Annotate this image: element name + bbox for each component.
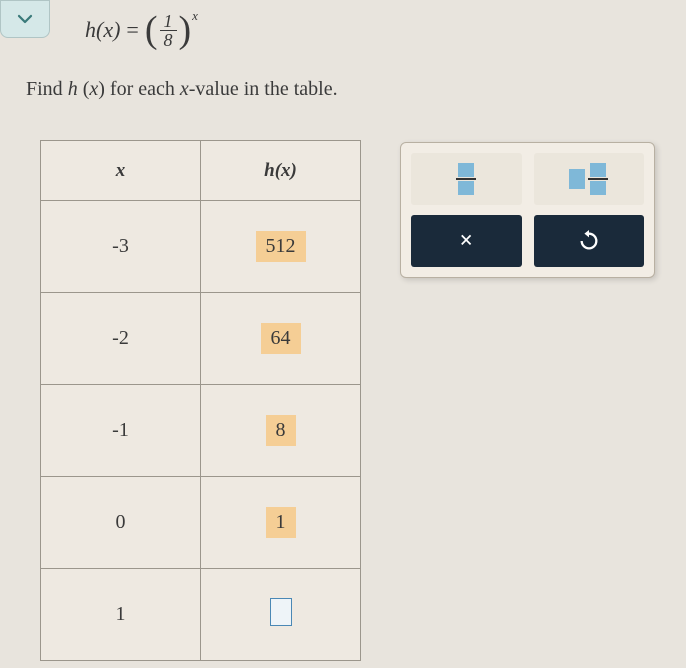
x-value-cell: -2 xyxy=(41,293,201,385)
x-value-cell: 0 xyxy=(41,477,201,569)
close-icon: × xyxy=(459,228,473,255)
x-value-cell: -1 xyxy=(41,385,201,477)
table-row: 01 xyxy=(41,477,361,569)
hx-value-cell[interactable]: 512 xyxy=(201,201,361,293)
hx-value-cell[interactable] xyxy=(201,569,361,661)
fraction-denominator: 8 xyxy=(160,31,177,49)
table-row: -3 512 xyxy=(41,201,361,293)
big-paren-right: ) xyxy=(179,8,192,52)
tool-row-actions: × xyxy=(411,215,644,267)
hx-value-cell[interactable]: 1 xyxy=(201,477,361,569)
filled-answer[interactable]: 1 xyxy=(266,507,296,538)
instruction-mid: for each xyxy=(105,78,180,100)
table-header-hx: h(x) xyxy=(201,141,361,201)
tool-panel: × xyxy=(400,142,655,278)
header-var: x xyxy=(281,160,291,181)
fraction-tool-button[interactable] xyxy=(411,153,522,205)
mixed-number-tool-button[interactable] xyxy=(534,153,645,205)
fraction: 1 8 xyxy=(160,12,177,49)
header-paren2: ) xyxy=(291,160,297,181)
instruction-suffix: -value in the table. xyxy=(189,78,338,100)
mixed-number-icon xyxy=(569,162,608,196)
fraction-numerator: 1 xyxy=(160,12,177,31)
table-row: -2 64 xyxy=(41,293,361,385)
tool-row-fractions xyxy=(411,153,644,205)
values-table: x h(x) -3512-264-18011 xyxy=(40,140,361,661)
formula-var: x xyxy=(103,17,113,43)
table-row: 1 xyxy=(41,569,361,661)
answer-input-box[interactable] xyxy=(270,598,292,626)
equals-sign: = xyxy=(126,17,138,43)
instruction-paren: ( xyxy=(78,78,90,100)
hx-value-cell[interactable]: 8 xyxy=(201,385,361,477)
reset-icon xyxy=(578,230,600,252)
instruction-var: x xyxy=(89,78,98,100)
filled-answer[interactable]: 64 xyxy=(261,323,301,354)
filled-answer[interactable]: 8 xyxy=(266,415,296,446)
reset-button[interactable] xyxy=(534,215,645,267)
table-header-x: x xyxy=(41,141,201,201)
table-row: -1 8 xyxy=(41,385,361,477)
instruction-var2: x xyxy=(180,78,189,100)
fraction-icon xyxy=(456,162,476,196)
formula-func-name: h xyxy=(85,17,96,43)
x-value-cell: -3 xyxy=(41,201,201,293)
x-value-cell: 1 xyxy=(41,569,201,661)
instruction-prefix: Find xyxy=(26,78,68,100)
close-button[interactable]: × xyxy=(411,215,522,267)
instruction-text: Find h (x) for each x-value in the table… xyxy=(26,78,338,101)
exponent: x xyxy=(192,8,198,24)
hx-value-cell[interactable]: 64 xyxy=(201,293,361,385)
function-definition: h (x) = ( 1 8 ) x xyxy=(85,8,198,52)
formula-close-paren: ) xyxy=(113,17,120,43)
instruction-paren2: ) xyxy=(98,78,105,100)
header-func: h xyxy=(264,160,275,181)
chevron-down-icon xyxy=(14,10,36,28)
values-table-container: x h(x) -3512-264-18011 xyxy=(40,140,361,661)
expand-toggle-button[interactable] xyxy=(0,0,50,38)
instruction-func: h xyxy=(68,78,78,100)
big-paren-left: ( xyxy=(145,8,158,52)
filled-answer[interactable]: 512 xyxy=(256,231,306,262)
